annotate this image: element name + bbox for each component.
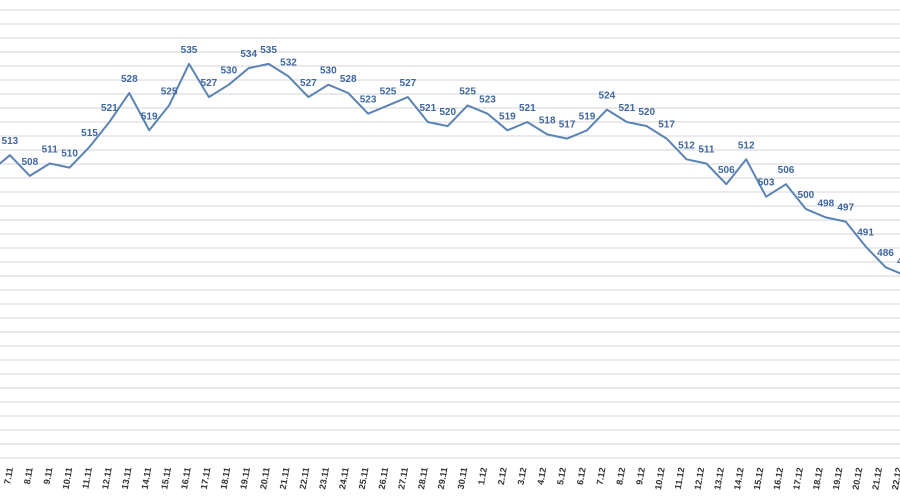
data-label-19: 523 <box>360 95 377 106</box>
x-tick-label-26: 3.12 <box>516 467 529 486</box>
x-tick-label-16: 23.11 <box>317 467 331 490</box>
x-tick-label-32: 9.12 <box>634 467 647 486</box>
data-label-43: 497 <box>837 203 854 214</box>
x-tick-label-14: 21.11 <box>278 467 292 490</box>
data-label-7: 528 <box>121 74 138 85</box>
data-label-40: 506 <box>778 165 795 176</box>
x-tick-label-29: 6.12 <box>575 467 588 486</box>
data-label-44: 491 <box>857 227 874 238</box>
data-label-17: 530 <box>320 66 337 77</box>
x-tick-label-20: 27.11 <box>396 467 410 490</box>
x-tick-label-31: 8.12 <box>614 467 627 486</box>
data-label-34: 517 <box>658 120 675 131</box>
x-tick-label-28: 5.12 <box>555 467 568 486</box>
data-label-20: 525 <box>380 86 397 97</box>
series-line <box>0 62 900 275</box>
data-label-36: 511 <box>698 145 715 156</box>
data-label-26: 519 <box>499 111 516 122</box>
x-tick-label-24: 1.12 <box>476 467 489 486</box>
x-tick-label-40: 17.12 <box>791 467 805 491</box>
x-tick-label-18: 25.11 <box>357 467 371 490</box>
x-tick-label-5: 12.11 <box>100 467 114 490</box>
x-tick-label-22: 29.11 <box>436 467 450 490</box>
x-tick-label-13: 20.11 <box>258 467 272 490</box>
x-tick-label-3: 10.11 <box>61 467 75 490</box>
data-label-21: 527 <box>400 78 417 89</box>
x-tick-label-6: 13.11 <box>120 467 134 490</box>
x-tick-label-25: 2.12 <box>496 467 509 486</box>
x-tick-label-10: 17.11 <box>199 467 213 490</box>
x-tick-label-44: 21.12 <box>870 467 884 491</box>
data-label-25: 523 <box>479 95 496 106</box>
x-tick-label-17: 24.11 <box>337 467 351 490</box>
x-tick-label-37: 14.12 <box>732 467 746 491</box>
data-label-38: 512 <box>738 140 755 151</box>
x-tick-label-1: 8.11 <box>22 467 35 486</box>
data-label-3: 511 <box>42 145 59 156</box>
data-label-2: 508 <box>21 157 38 168</box>
data-label-1: 513 <box>2 136 19 147</box>
x-tick-label-2: 9.11 <box>42 467 55 486</box>
data-label-39: 503 <box>758 178 775 189</box>
x-tick-label-35: 12.12 <box>693 467 707 491</box>
data-label-9: 525 <box>161 86 178 97</box>
data-label-11: 527 <box>201 78 218 89</box>
x-tick-label-39: 16.12 <box>772 467 786 491</box>
data-label-27: 521 <box>519 103 536 114</box>
series-layer <box>0 62 900 275</box>
data-label-37: 506 <box>718 165 735 176</box>
x-tick-label-38: 15.12 <box>752 467 766 491</box>
x-tick-label-12: 19.11 <box>238 467 252 490</box>
data-label-4: 510 <box>61 149 78 160</box>
data-label-10: 535 <box>181 45 198 56</box>
x-tick-label-33: 10.12 <box>653 467 667 491</box>
data-label-29: 517 <box>559 120 576 131</box>
data-label-16: 527 <box>300 78 317 89</box>
data-label-35: 512 <box>678 140 695 151</box>
x-tick-label-27: 4.12 <box>535 467 548 486</box>
data-label-41: 500 <box>798 190 815 201</box>
x-tick-label-21: 28.11 <box>416 467 430 490</box>
gridlines <box>0 9 900 459</box>
x-tick-label-30: 7.12 <box>595 467 608 486</box>
x-tick-label-19: 26.11 <box>377 467 391 490</box>
x-tick-label-15: 22.11 <box>298 467 312 490</box>
x-tick-label-7: 14.11 <box>140 467 154 490</box>
x-tick-label-42: 19.12 <box>831 467 845 491</box>
data-label-12: 530 <box>220 66 237 77</box>
data-label-24: 525 <box>459 86 476 97</box>
data-label-6: 521 <box>101 103 118 114</box>
data-label-18: 528 <box>340 74 357 85</box>
x-tick-label-41: 18.12 <box>811 467 825 491</box>
x-tick-label-0: 7.11 <box>2 467 15 486</box>
data-label-32: 521 <box>618 103 635 114</box>
data-label-15: 532 <box>280 57 297 68</box>
data-label-30: 519 <box>579 111 596 122</box>
data-label-31: 524 <box>599 91 616 102</box>
x-tick-label-34: 11.12 <box>673 467 687 490</box>
x-tick-label-9: 16.11 <box>179 467 193 490</box>
data-label-14: 535 <box>260 45 277 56</box>
data-label-45: 486 <box>877 248 894 259</box>
x-tick-label-8: 15.11 <box>159 467 173 490</box>
data-label-23: 520 <box>439 107 456 118</box>
data-label-8: 519 <box>141 111 158 122</box>
data-label-42: 498 <box>817 198 834 209</box>
x-tick-label-23: 30.11 <box>456 467 470 490</box>
x-tick-label-36: 13.12 <box>712 467 726 491</box>
x-tick-label-43: 20.12 <box>851 467 865 491</box>
x-tick-label-11: 18.11 <box>219 467 233 490</box>
x-tick-label-4: 11.11 <box>80 467 94 490</box>
data-label-46: 484 <box>897 257 900 268</box>
data-label-33: 520 <box>638 107 655 118</box>
x-axis-ticks: 7.11 8.11 9.11 10.11 11.11 12.11 13.11 14.11 15.… <box>2 467 900 491</box>
x-tick-label-45: 22.12 <box>890 467 900 491</box>
data-label-22: 521 <box>419 103 436 114</box>
data-label-28: 518 <box>539 115 556 126</box>
data-label-13: 534 <box>240 49 257 60</box>
data-label-5: 515 <box>81 128 98 139</box>
